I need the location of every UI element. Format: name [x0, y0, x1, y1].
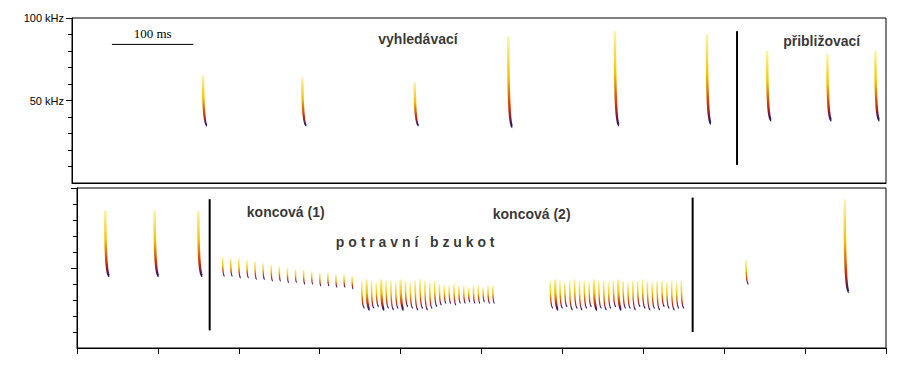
- svg-text:100 ms: 100 ms: [134, 26, 172, 41]
- svg-text:100 kHz: 100 kHz: [24, 12, 64, 24]
- svg-text:vyhledávací: vyhledávací: [378, 31, 458, 47]
- svg-text:50 kHz: 50 kHz: [30, 95, 64, 107]
- svg-text:koncová (2): koncová (2): [493, 206, 571, 222]
- svg-text:přibližovací: přibližovací: [783, 33, 861, 49]
- svg-text:p o t r a v n í b z u k o t: p o t r a v n í b z u k o t: [336, 234, 495, 250]
- svg-text:koncová (1): koncová (1): [247, 204, 325, 220]
